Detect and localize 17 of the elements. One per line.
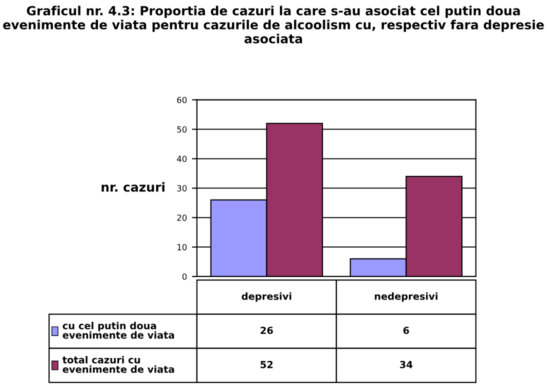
data-label: 6	[403, 326, 410, 334]
data-label: 34	[400, 360, 412, 368]
legend-label: cu cel putin doua evenimente de viata	[62, 322, 174, 339]
y-tick-label: 40	[177, 156, 187, 162]
y-tick-label: 60	[177, 96, 187, 104]
x-tick-label: nedepresivi	[374, 292, 438, 302]
data-label: 52	[260, 360, 273, 368]
legend-label: total cazuri cu evenimente de viata	[62, 356, 174, 373]
y-tick-label: 50	[177, 126, 187, 133]
y-tick-label: 20	[177, 214, 187, 221]
y-tick-label: 10	[178, 244, 187, 250]
x-tick-label: depresivi	[242, 292, 292, 302]
y-tick-label: 30	[177, 185, 187, 192]
data-label: 26	[260, 326, 273, 334]
y-tick-label: 0	[182, 273, 187, 280]
chart-title: Graficul nr. 4.3: Proportia de cazuri la care s-au asociat cel putin doua evenimente de viata pentru cazurile de alcoolism cu, respectiv fara depresie asociata	[3, 6, 544, 44]
y-axis-title: nr. cazuri	[102, 182, 164, 192]
